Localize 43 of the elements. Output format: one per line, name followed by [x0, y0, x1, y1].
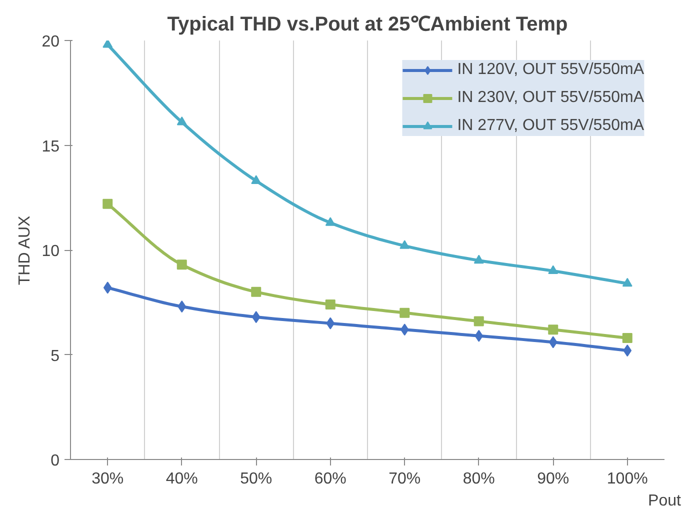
point: [176, 116, 187, 126]
point: [548, 336, 558, 348]
y-tick-label: 10: [42, 243, 60, 260]
point: [474, 254, 484, 264]
point: [251, 286, 262, 297]
point: [400, 308, 410, 318]
x-tick-label: 90%: [537, 470, 570, 488]
point: [102, 198, 113, 209]
x-tick-label: 70%: [388, 470, 421, 488]
point: [474, 330, 484, 342]
legend-label: IN 277V, OUT 55V/550mA: [457, 117, 644, 135]
point: [252, 311, 260, 324]
x-axis-title: Pout: [648, 492, 682, 510]
point: [176, 260, 187, 270]
y-tick-label: 0: [50, 452, 60, 470]
x-tick-label: 60%: [314, 470, 346, 488]
point: [326, 317, 335, 330]
point: [548, 265, 558, 274]
legend-label: IN 230V, OUT 55V/550mA: [457, 89, 644, 107]
point: [400, 240, 410, 249]
point: [622, 278, 632, 287]
x-tick-label: 40%: [166, 470, 198, 488]
chart-title: Typical THD vs.Pout at 25℃Ambient Temp: [167, 14, 568, 36]
y-axis-title: THD AUX: [16, 215, 34, 286]
x-tick-label: 30%: [92, 470, 124, 488]
legend-label: IN 120V, OUT 55V/550mA: [457, 61, 644, 79]
y-tick-label: 5: [50, 348, 60, 365]
point: [622, 332, 632, 343]
x-tick-label: 100%: [606, 470, 648, 488]
y-tick-label: 20: [42, 34, 60, 50]
point: [548, 324, 558, 335]
point: [178, 300, 186, 313]
point: [325, 217, 336, 226]
point: [623, 344, 632, 357]
y-tick-label: 15: [42, 138, 60, 156]
point: [400, 324, 409, 336]
point: [251, 175, 262, 184]
x-tick-label: 80%: [462, 470, 495, 488]
point: [474, 316, 484, 326]
point: [325, 299, 336, 310]
point: [102, 40, 113, 48]
x-tick-label: 50%: [240, 470, 272, 488]
point: [103, 282, 112, 294]
